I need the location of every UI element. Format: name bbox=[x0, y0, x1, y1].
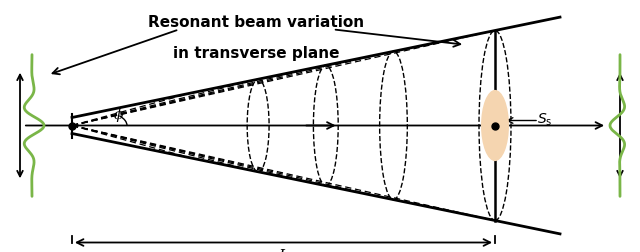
Ellipse shape bbox=[481, 90, 509, 162]
Text: $S_\mathsf{s}$: $S_\mathsf{s}$ bbox=[537, 111, 552, 127]
Text: ϕ: ϕ bbox=[114, 108, 124, 122]
Text: Resonant beam variation: Resonant beam variation bbox=[148, 15, 364, 30]
Text: L: L bbox=[278, 247, 289, 252]
Text: in transverse plane: in transverse plane bbox=[173, 45, 339, 60]
